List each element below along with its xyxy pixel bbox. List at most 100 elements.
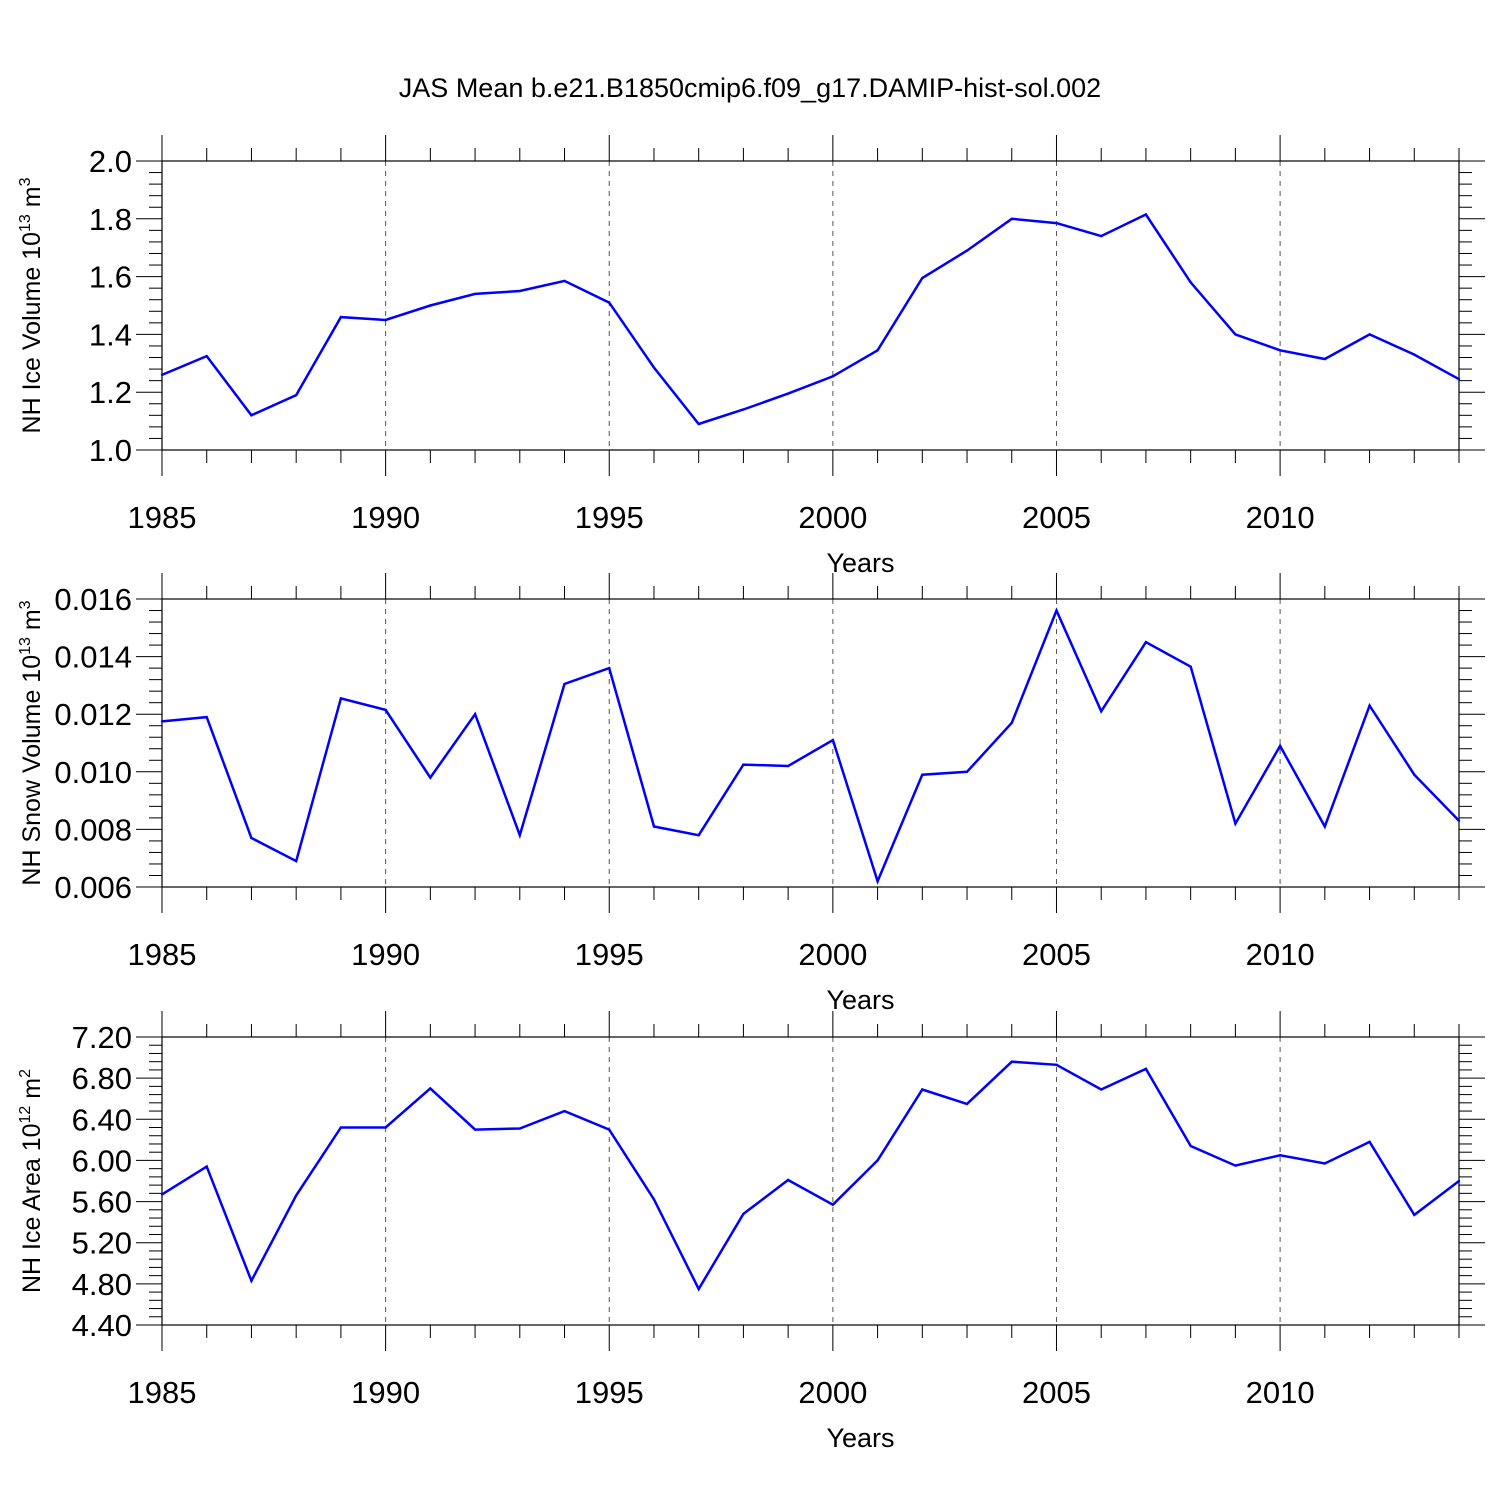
y-tick-label: 4.40 <box>72 1308 132 1343</box>
data-point <box>1323 357 1327 361</box>
data-point <box>1189 665 1192 668</box>
y-axis-label-exponent: 12 <box>17 1106 34 1124</box>
data-point <box>294 859 298 863</box>
x-tick-label: 1985 <box>128 1375 197 1410</box>
data-point <box>384 1126 387 1129</box>
data-point <box>1100 1088 1103 1091</box>
y-axis-label-unit: m <box>18 609 46 637</box>
ice-volume-panel: 1985 1990 1995 2000 2005 2010 1.0 1.2 1.4 1.6 1.8 2… <box>17 135 1485 578</box>
data-point <box>921 773 924 776</box>
x-tick-label: 2000 <box>798 500 867 535</box>
data-point <box>339 1126 343 1129</box>
y-axis-label: NH Snow Volume 1013 m3 <box>17 600 46 885</box>
y-tick-label: 0.006 <box>54 870 132 905</box>
data-point <box>1368 1140 1371 1144</box>
plot-frame <box>161 598 1460 888</box>
data-point <box>786 764 790 768</box>
y-tick-label: 0.016 <box>54 582 132 617</box>
data-point <box>1100 710 1103 713</box>
y-axis-label-exponent: 13 <box>17 214 34 232</box>
x-tick-label: 2005 <box>1022 937 1091 972</box>
series-line <box>161 212 1460 426</box>
data-point <box>429 304 432 307</box>
data-point <box>205 354 208 358</box>
data-point <box>742 408 745 411</box>
data-point <box>652 825 656 828</box>
snow-volume-panel: 1985 1990 1995 2000 2005 2010 0.006 0.008 0.010 0… <box>17 573 1485 1015</box>
y-axis-label-unit: m <box>18 1078 46 1106</box>
data-point <box>1413 1213 1416 1217</box>
data-point <box>965 770 969 773</box>
data-point <box>473 713 477 716</box>
x-tick-label: 2000 <box>798 1375 867 1410</box>
y-tick-label: 1.6 <box>89 260 132 295</box>
data-point <box>1457 819 1461 822</box>
data-point <box>1278 744 1282 748</box>
data-point <box>1368 333 1371 336</box>
data-point <box>518 1127 521 1130</box>
data-point <box>518 833 521 837</box>
data-point <box>965 249 969 252</box>
y-axis-label-text: NH Ice Volume 10 <box>18 232 46 434</box>
data-point <box>697 422 700 426</box>
x-tick-label: 2005 <box>1022 1375 1091 1410</box>
data-point <box>160 373 164 377</box>
data-point <box>205 715 208 719</box>
data-point <box>1055 221 1058 225</box>
data-point <box>786 1178 790 1182</box>
ice-area-panel: 1985 1990 1995 2000 2005 2010 4.40 4.80 5.20 5.60… <box>17 1011 1485 1453</box>
data-point <box>965 1102 969 1106</box>
data-point <box>608 1128 611 1131</box>
y-tick-label: 1.4 <box>89 317 132 352</box>
data-point <box>518 289 521 293</box>
data-point <box>1010 721 1013 725</box>
y-axis-label: NH Ice Volume 1013 m3 <box>17 177 46 433</box>
data-point <box>1144 1067 1148 1071</box>
data-point <box>1457 377 1461 381</box>
data-point <box>384 318 387 322</box>
y-tick-label: 6.80 <box>72 1061 132 1096</box>
y-axis-label-unit: m <box>18 186 46 214</box>
data-point <box>473 292 477 296</box>
data-point <box>742 763 745 766</box>
x-tick-label: 1995 <box>575 1375 644 1410</box>
data-point <box>1278 1154 1282 1157</box>
data-point <box>831 375 835 378</box>
data-point <box>563 1109 566 1113</box>
data-point <box>652 366 656 369</box>
x-tick-label: 1990 <box>351 937 420 972</box>
x-tick-label: 2005 <box>1022 500 1091 535</box>
y-tick-label: 2.0 <box>89 144 132 179</box>
plot-frame <box>161 160 1460 451</box>
data-point <box>1234 1164 1237 1167</box>
data-point <box>160 1193 164 1196</box>
data-point <box>921 1088 924 1091</box>
data-point <box>1278 349 1282 352</box>
series-line <box>161 607 1460 885</box>
data-point <box>1189 281 1192 284</box>
x-axis-label: Years <box>826 985 894 1015</box>
y-tick-label: 1.2 <box>89 375 132 410</box>
data-point <box>339 697 343 700</box>
data-point <box>250 414 253 417</box>
x-tick-label: 1990 <box>351 500 420 535</box>
x-tick-label: 2000 <box>798 937 867 972</box>
data-point <box>1055 609 1058 612</box>
data-point <box>1413 773 1416 776</box>
x-axis-label: Years <box>826 548 894 578</box>
y-axis-label-unit-exponent: 3 <box>17 600 34 609</box>
y-tick-label: 7.20 <box>72 1020 132 1055</box>
data-point <box>1323 1162 1327 1165</box>
y-axis-label-text: NH Ice Area 10 <box>18 1123 46 1293</box>
y-tick-label: 6.40 <box>72 1102 132 1137</box>
data-point <box>473 1128 477 1131</box>
data-point <box>876 1159 879 1162</box>
data-point <box>1457 1179 1461 1183</box>
data-point <box>429 776 432 779</box>
data-point <box>786 392 790 395</box>
y-tick-label: 5.60 <box>72 1185 132 1220</box>
y-axis-label-text: NH Snow Volume 10 <box>18 655 46 886</box>
data-point <box>1234 822 1237 825</box>
data-point <box>1144 641 1148 644</box>
